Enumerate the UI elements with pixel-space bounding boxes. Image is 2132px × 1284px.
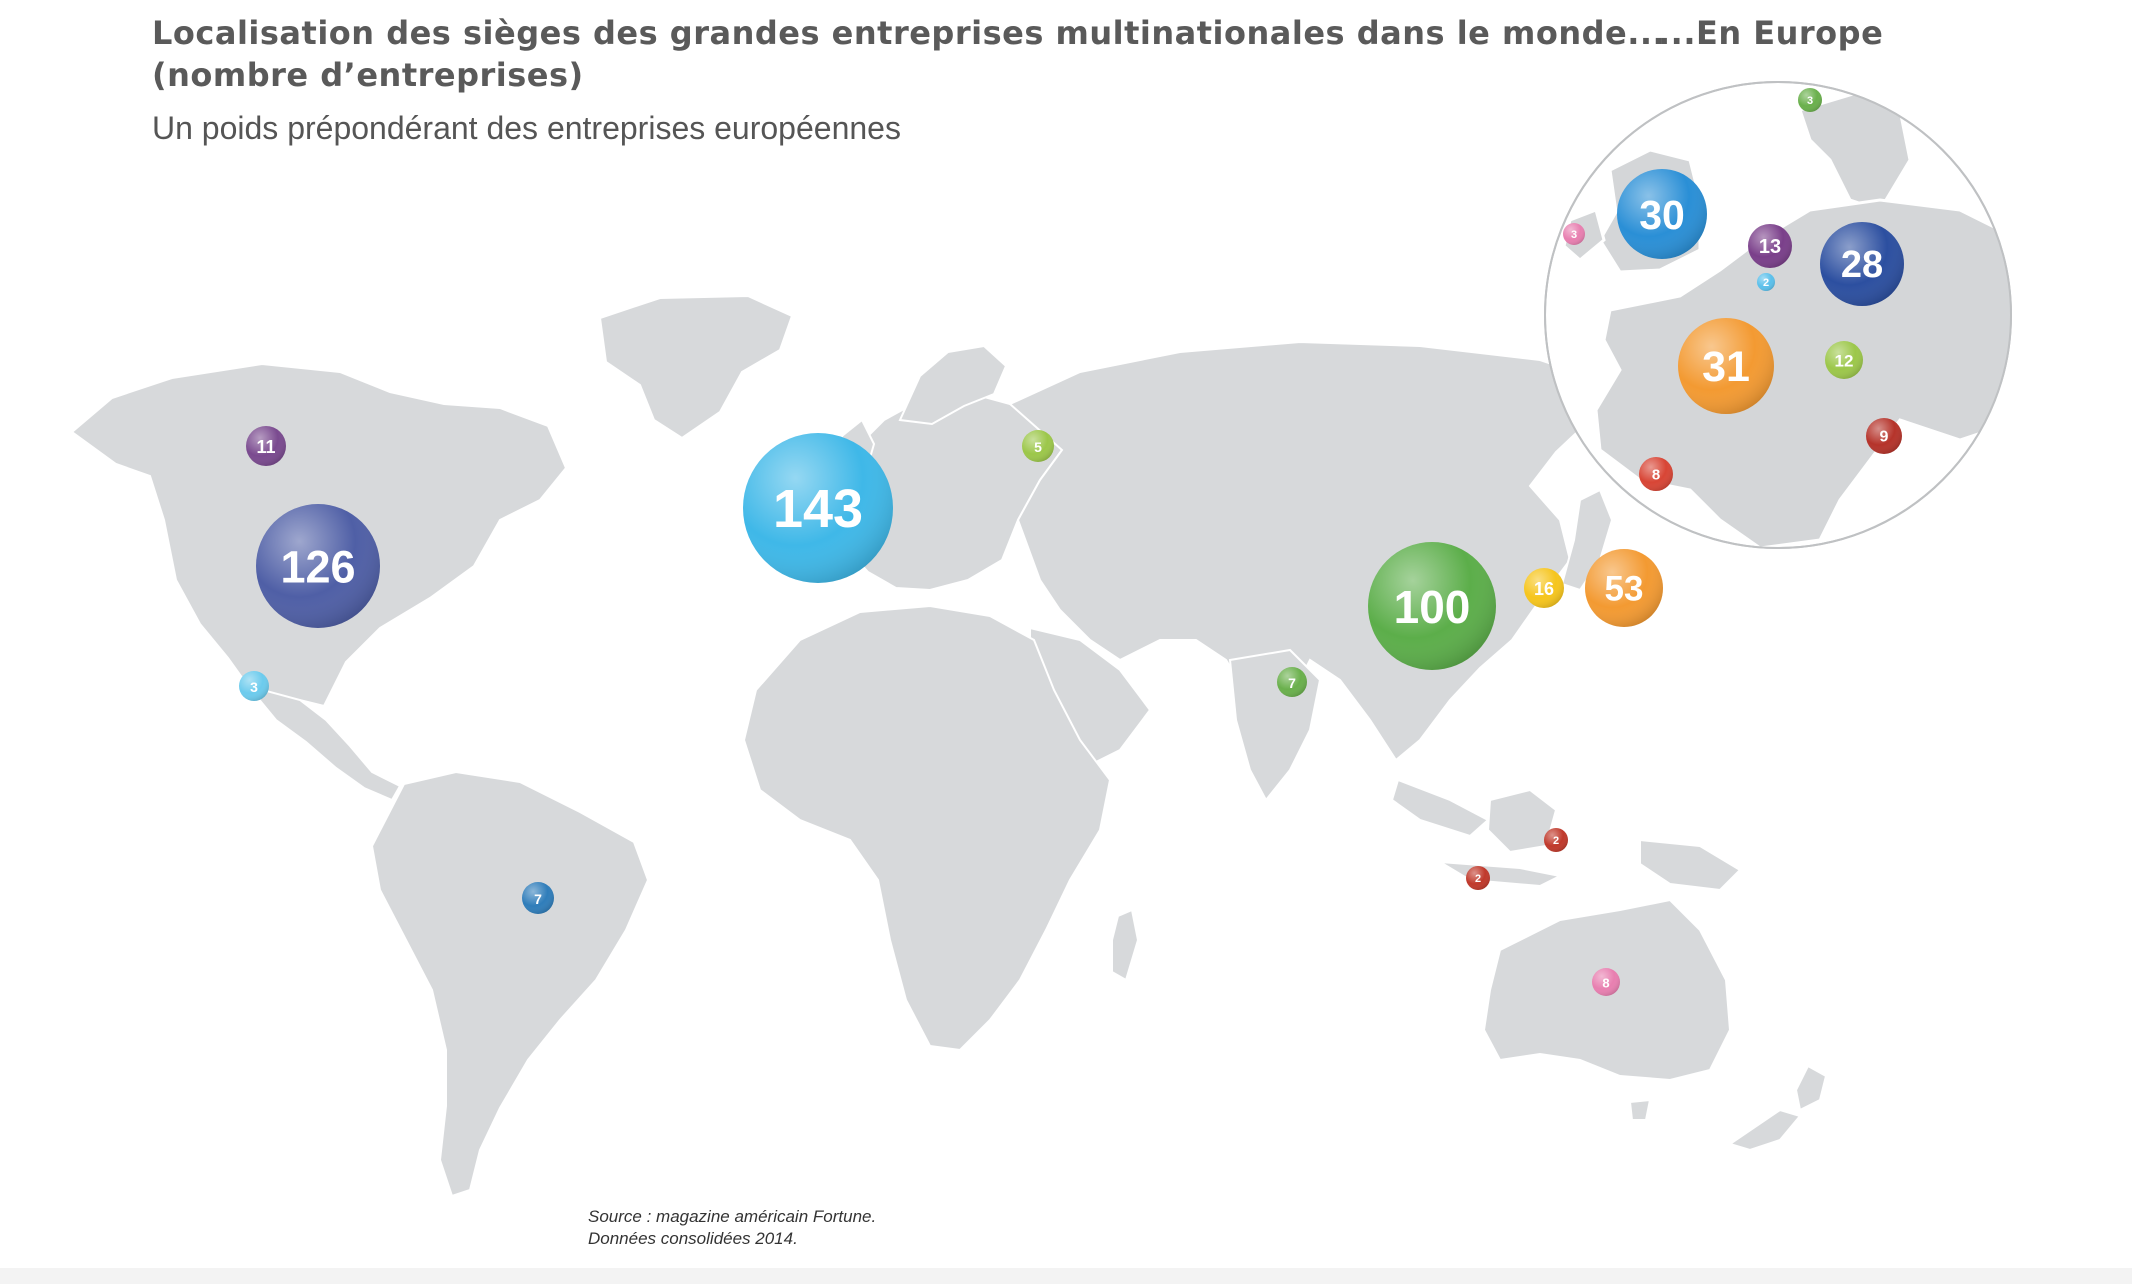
world-bubble: 126 [256,504,380,628]
world-bubble-shade [1277,667,1307,697]
europe-bubble-label: 28 [1841,244,1883,286]
new-zealand-shape [1794,1064,1828,1112]
africa-shape [742,604,1112,1052]
europe-bubble: 31 [1678,318,1774,414]
world-bubble: 2 [1466,866,1490,890]
world-bubble-label: 11 [256,437,275,457]
source-line1: Source : magazine américain Fortune. [588,1207,877,1226]
world-bubble-label: 7 [1288,675,1296,691]
world-bubble-label: 143 [773,479,863,539]
world-bubble-shade [1544,828,1568,852]
world-bubble-shade [1466,866,1490,890]
inset-mainland-shape [1594,198,2011,548]
world-bubble-shade [1368,542,1496,670]
south-america-shape [370,770,650,1198]
source-line2: Données consolidées 2014. [588,1229,798,1248]
europe-inset [1544,81,2012,549]
world-bubble-shade [1585,549,1663,627]
europe-bubble: 3 [1563,223,1585,245]
world-bubble-label: 3 [250,679,258,695]
world-bubble-label: 126 [280,542,355,593]
world-bubble: 8 [1592,968,1620,996]
world-bubble: 7 [522,882,554,914]
europe-bubble-shade [1798,88,1822,112]
europe-bubble: 9 [1866,418,1902,454]
scandinavia-shape [898,344,1008,426]
europe-bubble: 3 [1798,88,1822,112]
europe-bubble-label: 13 [1759,236,1781,258]
world-bubble-label: 2 [1475,873,1481,885]
europe-bubble-label: 12 [1835,352,1854,371]
world-bubble-shade [256,504,380,628]
central-america-shape [245,684,402,802]
indonesia-shape [1390,778,1490,838]
world-bubbles: 11 126 3 7 143 5 7 100 16 53 2 2 8 [239,426,1663,996]
india-shape [1228,648,1322,802]
map-title-line2: (nombre d’entreprises) [152,56,584,94]
java-shape [1439,861,1564,888]
europe-bubbles: 3 30 3 13 2 28 31 12 9 8 [1563,88,1904,491]
world-bubble: 100 [1368,542,1496,670]
world-bubble-shade [743,433,893,583]
world-bubble-label: 53 [1605,570,1644,609]
world-bubble-shade [522,882,554,914]
europe-bubble-shade [1563,223,1585,245]
europe-bubble-shade [1639,457,1673,491]
europe-bubble-shade [1617,169,1707,259]
world-bubble-label: 5 [1034,439,1042,455]
europe-bubble-shade [1820,222,1904,306]
europe-bubble-shade [1748,224,1792,268]
europe-bubble-label: 3 [1807,95,1813,107]
europe-bubble-shade [1825,341,1863,379]
world-bubble-shade [246,426,286,466]
map-title-line1: Localisation des sièges des grandes entr… [152,14,1666,52]
madagascar-shape [1111,908,1140,982]
world-bubble-shade [1022,430,1054,462]
world-bubble: 5 [1022,430,1054,462]
map-subtitle: Un poids prépondérant des entreprises eu… [152,110,901,146]
europe-inset-title: ...En Europe [1658,14,1884,52]
world-bubble-shade [1524,568,1564,608]
world-bubble: 53 [1585,549,1663,627]
europe-bubble: 28 [1820,222,1904,306]
world-bubble-shade [239,671,269,701]
europe-bubble-shade [1866,418,1902,454]
world-bubble: 7 [1277,667,1307,697]
new-guinea-shape [1639,838,1742,892]
world-bubble-label: 16 [1534,579,1554,599]
europe-bubble-label: 9 [1880,429,1889,446]
world-bubble-label: 2 [1553,835,1559,847]
europe-bubble-label: 2 [1763,277,1769,289]
greenland-shape [598,294,794,440]
europe-bubble-label: 3 [1571,229,1577,241]
europe-bubble-shade [1757,273,1775,291]
europe-bubble: 30 [1617,169,1707,259]
europe-bubble: 12 [1825,341,1863,379]
europe-bubble: 13 [1748,224,1792,268]
tasmania-shape [1628,1098,1652,1121]
europe-bubble-shade [1678,318,1774,414]
map-title: Localisation des sièges des grandes entr… [152,12,1665,96]
europe-bubble-label: 8 [1652,467,1660,484]
world-bubble: 143 [743,433,893,583]
europe-bubble-label: 30 [1639,192,1685,238]
europe-bubble: 8 [1639,457,1673,491]
world-bubble: 16 [1524,568,1564,608]
world-landmass [70,294,1828,1198]
world-bubble: 2 [1544,828,1568,852]
world-bubble-label: 8 [1602,976,1609,991]
world-bubble-label: 100 [1394,581,1471,633]
world-bubble-shade [1592,968,1620,996]
europe-bubble-label: 31 [1702,343,1750,391]
world-bubble: 3 [239,671,269,701]
world-bubble: 11 [246,426,286,466]
source-note: Source : magazine américain Fortune. Don… [588,1206,876,1250]
bottom-strip [0,1268,2132,1284]
europe-bubble: 2 [1757,273,1775,291]
new-zealand-south-shape [1727,1108,1802,1152]
world-bubble-label: 7 [534,891,542,907]
